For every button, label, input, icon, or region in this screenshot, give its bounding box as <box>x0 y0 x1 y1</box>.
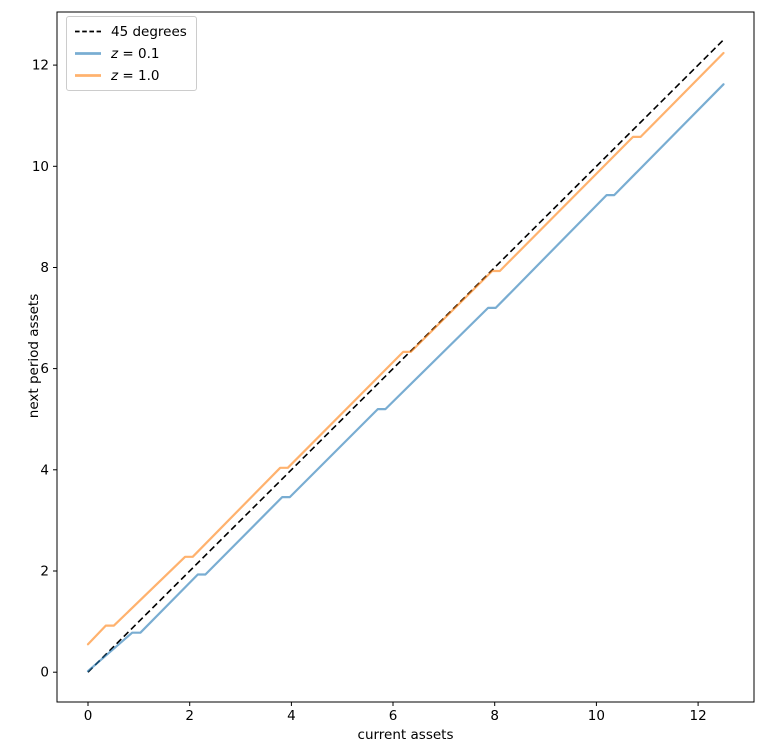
y-tick-label: 0 <box>40 665 49 681</box>
x-tick-label: 6 <box>389 708 398 724</box>
legend-entry-z-0-1: z = 0.1 <box>74 44 187 63</box>
series-line-z-1-0 <box>86 51 725 646</box>
legend-line-sample <box>75 52 101 55</box>
legend-entry-z-1-0: z = 1.0 <box>74 66 187 85</box>
x-tick-label: 4 <box>287 708 296 724</box>
axes-frame <box>56 11 755 703</box>
legend-label: 45 degrees <box>111 23 187 40</box>
y-tick-label: 6 <box>40 361 49 377</box>
x-tick-label: 0 <box>84 708 93 724</box>
legend-line-sample <box>75 74 101 77</box>
legend: 45 degrees z = 0.1 z = 1.0 <box>66 16 197 91</box>
legend-line-sample <box>75 30 101 33</box>
x-tick-label: 10 <box>588 708 605 724</box>
series-line-z-0-1 <box>86 83 725 673</box>
x-tick-label: 12 <box>690 708 707 724</box>
legend-label: z = 0.1 <box>111 45 160 62</box>
legend-label: z = 1.0 <box>111 67 160 84</box>
x-axis-label: current assets <box>357 727 454 743</box>
y-tick-label: 2 <box>40 564 49 580</box>
y-tick-label: 8 <box>40 260 49 276</box>
series-line-45-degrees <box>87 39 725 673</box>
x-tick-label: 2 <box>185 708 194 724</box>
y-tick-label: 4 <box>40 462 49 478</box>
y-axis-label: next period assets <box>26 293 42 419</box>
y-tick-label: 10 <box>32 159 49 175</box>
legend-entry-45-degrees: 45 degrees <box>74 22 187 41</box>
x-tick-label: 8 <box>490 708 499 724</box>
y-tick-label: 12 <box>32 58 49 74</box>
